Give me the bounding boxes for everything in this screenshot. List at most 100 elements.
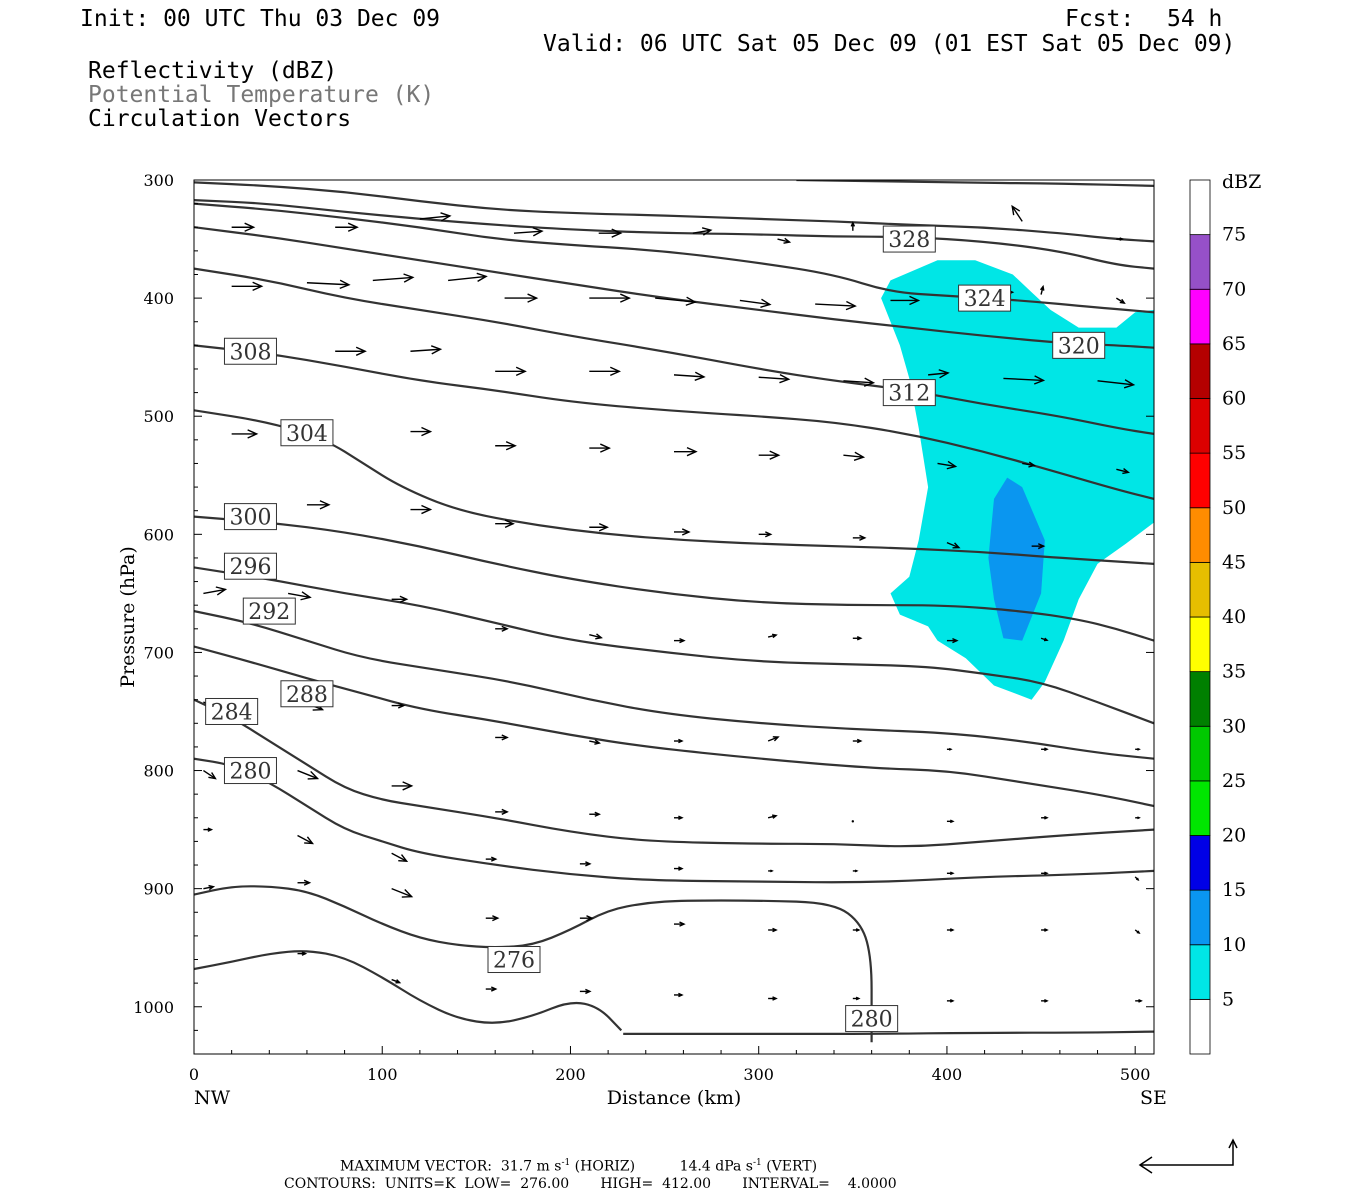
theta-contour-328	[194, 199, 1154, 270]
circulation-vector	[485, 915, 500, 922]
contour-label-text: 280	[229, 760, 271, 785]
max-vert-value: 14.4 dPa s	[679, 1158, 753, 1175]
theta-contour-280	[194, 757, 1154, 884]
circulation-vector	[297, 879, 312, 886]
horiz-exponent: -1	[561, 1158, 571, 1168]
circulation-vector	[485, 986, 498, 992]
contour-label-box	[280, 419, 334, 447]
circulation-vector	[674, 446, 698, 457]
vector-head	[854, 869, 859, 873]
vector-shaft	[739, 299, 770, 306]
vector-head	[532, 227, 544, 237]
circulation-vector	[579, 915, 594, 922]
vector-head	[1044, 871, 1049, 876]
theta-contour-320	[194, 226, 1154, 349]
vector-head	[909, 295, 921, 306]
y-tick-label: 700	[143, 643, 174, 662]
vector-head	[300, 591, 312, 601]
vector-shaft	[758, 376, 789, 380]
vector-head	[678, 866, 684, 871]
vector-head	[610, 366, 621, 377]
vector-head	[252, 281, 264, 291]
theta-contour-308	[194, 344, 1154, 500]
vector-head	[421, 426, 433, 437]
reflectivity-10dbz-area	[988, 477, 1045, 641]
circulation-vector	[1134, 876, 1140, 882]
vector-head	[772, 736, 780, 742]
vector-head	[1028, 461, 1036, 468]
contour-label-box	[882, 225, 936, 253]
vector-head	[398, 854, 409, 863]
vector-shaft	[203, 588, 226, 595]
vector-shaft	[1097, 380, 1134, 386]
vector-shaft	[1022, 462, 1035, 467]
vector-head	[783, 237, 792, 244]
vector-head	[1119, 237, 1125, 241]
vector-head	[501, 734, 509, 741]
vector-head	[694, 371, 706, 381]
colorbar-level-label: 60	[1222, 388, 1246, 410]
contour-label-text: 284	[211, 700, 253, 725]
circulation-vector	[589, 633, 603, 640]
vector-head	[1123, 379, 1136, 389]
vector-head	[303, 879, 312, 886]
contour-label-304: 304	[280, 419, 334, 447]
circulation-vector	[495, 625, 509, 632]
vector-head	[399, 595, 409, 603]
vector-head	[771, 633, 778, 639]
colorbar-segment	[1189, 671, 1211, 727]
theta-contour-284	[194, 698, 1154, 848]
contour-label-text: 300	[229, 506, 271, 531]
colorbar-unit: dBZ	[1222, 171, 1261, 193]
contour-label-292: 292	[242, 597, 296, 625]
circulation-vector	[579, 861, 592, 867]
theta-contour-336	[796, 180, 1154, 187]
vector-head	[594, 739, 601, 745]
vector-head	[600, 443, 611, 453]
vector-head	[949, 928, 955, 932]
contour-label-text: 280	[851, 1008, 893, 1033]
vector-head	[952, 637, 959, 644]
colorbar-segment	[1189, 725, 1211, 782]
x-axis-label: Distance (km)	[607, 1087, 742, 1109]
contour-label-280: 280	[223, 757, 277, 785]
vector-head	[948, 747, 953, 751]
contour-labels: 276 280 284 280 288 292 296 300 304 308 312 320 324 3…	[205, 225, 1106, 1033]
vector-head	[397, 702, 406, 709]
circulation-vector	[589, 366, 621, 377]
circulation-vector	[692, 227, 713, 236]
contour-label-text: 324	[964, 287, 1006, 312]
vector-head	[681, 528, 691, 536]
vector-head	[339, 279, 351, 290]
y-tick-label: 400	[143, 289, 174, 308]
vector-head	[430, 345, 443, 355]
vector-head	[679, 637, 686, 644]
forecast-hours: 54 h	[1167, 6, 1223, 32]
colorbar-level-label: 40	[1222, 606, 1246, 628]
vector-head	[594, 811, 601, 817]
circulation-vector	[777, 237, 792, 244]
theta-contour-296	[194, 566, 1154, 725]
circulation-vector	[231, 429, 259, 439]
circulation-vector	[768, 996, 778, 1001]
circulation-vector	[1116, 237, 1125, 241]
vector-shaft	[513, 230, 543, 234]
valid-time: Valid: 06 UTC Sat 05 Dec 09 (01 EST Sat …	[543, 31, 1236, 57]
vector-shaft	[297, 834, 313, 845]
contour-label-276: 276	[487, 946, 541, 974]
contour-label-box	[223, 757, 277, 785]
circulation-vector	[843, 451, 866, 461]
contour-label-box	[205, 697, 259, 725]
contour-label-box	[958, 284, 1012, 312]
circulation-vector	[767, 633, 778, 639]
vector-head	[355, 346, 367, 356]
vector-head	[678, 992, 684, 998]
circulation-vector	[495, 441, 517, 451]
theta-contour-292	[194, 610, 1154, 760]
vector-head	[611, 228, 623, 238]
circulation-vector	[674, 992, 684, 998]
x-tick-label: 400	[932, 1065, 963, 1084]
circulation-vectors	[203, 204, 1143, 1003]
contour-label-308: 308	[223, 337, 277, 365]
vector-shaft	[815, 303, 856, 307]
